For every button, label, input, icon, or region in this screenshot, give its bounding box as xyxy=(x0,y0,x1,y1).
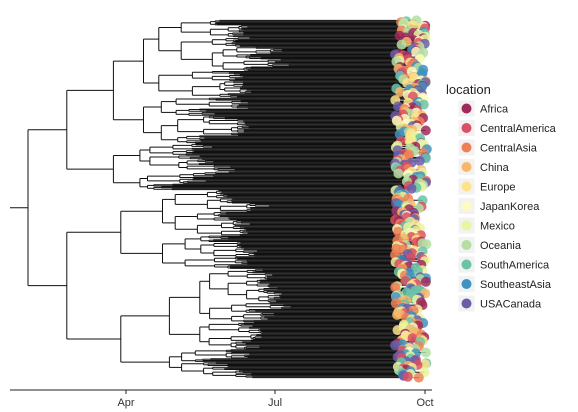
legend-label-centralasia: CentralAsia xyxy=(480,143,538,155)
legend-label-japankorea: JapanKorea xyxy=(480,201,540,213)
legend-swatch-centralasia xyxy=(461,142,472,153)
legend-swatch-china xyxy=(461,162,472,172)
tip-point xyxy=(396,39,407,50)
tip-point xyxy=(393,168,404,179)
tip-points xyxy=(390,15,432,383)
legend: location Africa CentralAmerica CentralAsia… xyxy=(446,82,557,313)
tip-point xyxy=(390,282,401,293)
legend-swatch-europe xyxy=(461,181,472,192)
tip-point xyxy=(406,183,417,194)
tip-point xyxy=(420,276,431,287)
tip-point xyxy=(390,340,401,351)
legend-label-europe: Europe xyxy=(480,182,515,194)
tip-point xyxy=(392,325,403,336)
legend-label-southamerica: SouthAmerica xyxy=(480,260,550,272)
legend-swatch-japankorea xyxy=(461,201,472,211)
tip-point xyxy=(402,371,413,382)
tip-point xyxy=(420,125,431,136)
tip-point xyxy=(418,99,429,110)
tip-point xyxy=(414,156,425,166)
legend-swatch-africa xyxy=(461,103,472,114)
legend-entries: Africa CentralAmerica CentralAsia China Euro… xyxy=(457,99,557,313)
tip-point xyxy=(420,347,431,358)
legend-label-southeastasia: SoutheastAsia xyxy=(480,279,552,291)
tip-point xyxy=(419,359,430,370)
legend-swatch-mexico xyxy=(461,220,472,231)
legend-swatch-oceania xyxy=(461,240,472,250)
legend-label-mexico: Mexico xyxy=(480,221,515,233)
legend-swatch-usacanada xyxy=(461,298,472,309)
legend-swatch-southamerica xyxy=(461,259,472,270)
legend-title: location xyxy=(446,82,491,97)
tip-point xyxy=(407,333,418,344)
x-tick-label-apr: Apr xyxy=(117,397,134,409)
legend-label-china: China xyxy=(480,162,510,174)
tree-branches xyxy=(10,19,427,379)
legend-label-oceania: Oceania xyxy=(480,240,522,252)
tip-point xyxy=(395,87,406,97)
legend-label-centralamerica: CentralAmerica xyxy=(480,123,557,135)
tip-point xyxy=(392,309,403,320)
legend-swatch-centralamerica xyxy=(461,123,472,133)
x-tick-label-oct: Oct xyxy=(416,397,433,409)
legend-label-usacanada: USACanada xyxy=(480,299,542,311)
x-tick-label-jul: Jul xyxy=(268,397,282,409)
legend-label-africa: Africa xyxy=(480,104,509,116)
x-axis: Apr Jul Oct xyxy=(10,389,434,409)
legend-swatch-southeastasia xyxy=(461,279,472,289)
tip-point xyxy=(413,372,424,383)
